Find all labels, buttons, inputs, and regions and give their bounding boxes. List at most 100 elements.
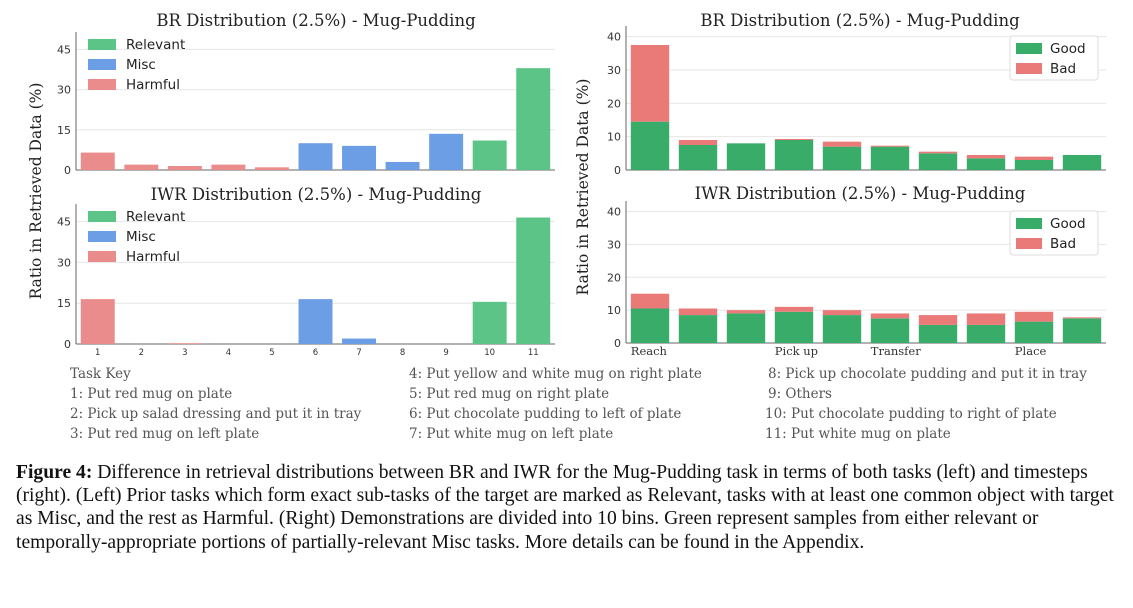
bar-bad-bin-4 (774, 139, 814, 140)
bar-task-7 (342, 338, 377, 344)
x-tick-label: 1 (95, 348, 100, 358)
legend-swatch-relevant (88, 39, 116, 50)
bar-good-bin-1 (630, 308, 670, 343)
bar-good-bin-6 (870, 318, 910, 343)
bar-good-bin-2 (678, 315, 718, 343)
bar-bad-bin-1 (630, 293, 670, 309)
bar-task-6 (298, 143, 333, 170)
bar-task-1 (80, 299, 115, 344)
x-tick-label: 11 (528, 348, 539, 358)
bar-task-6 (298, 299, 333, 344)
y-axis-label: Ratio in Retrieved Data (%) (27, 83, 45, 300)
bar-good-bin-4 (774, 311, 814, 343)
legend-label-harmful: Harmful (126, 77, 180, 93)
legend-swatch-relevant (88, 211, 116, 222)
legend-swatch-bad (1016, 63, 1042, 74)
phase-label-transfer: Transfer (871, 344, 921, 358)
bar-good-bin-2 (678, 145, 718, 170)
bar-good-bin-4 (774, 140, 814, 170)
caption-label: Figure 4: (16, 462, 93, 483)
legend-swatch-harmful (88, 251, 116, 262)
bar-good-bin-8 (966, 158, 1006, 170)
y-tick-label: 0 (614, 337, 621, 350)
bar-bad-bin-6 (870, 145, 910, 147)
y-tick-label: 15 (57, 297, 71, 310)
bar-task-10 (472, 301, 507, 344)
bar-task-1 (80, 152, 115, 170)
bar-good-bin-9 (1014, 160, 1054, 170)
x-tick-label: 6 (313, 348, 318, 358)
bar-bad-bin-1 (630, 45, 670, 122)
legend-swatch-misc (88, 231, 116, 242)
task-key-item-10: 10: Put chocolate pudding to right of pl… (765, 406, 1057, 422)
bar-bad-bin-6 (870, 313, 910, 319)
y-tick-label: 0 (64, 164, 71, 177)
y-tick-label: 20 (607, 271, 621, 284)
chart-title: BR Distribution (2.5%) - Mug-Pudding (700, 11, 1020, 30)
x-tick-label: 2 (139, 348, 144, 358)
y-tick-label: 30 (57, 256, 71, 269)
bar-bad-bin-7 (918, 315, 958, 325)
task-key-item-2: 2: Pick up salad dressing and put it in … (70, 406, 362, 422)
legend-swatch-misc (88, 59, 116, 70)
bar-good-bin-1 (630, 121, 670, 170)
bar-bad-bin-10 (1062, 317, 1102, 319)
legend-label-harmful: Harmful (126, 249, 180, 265)
task-key-item-4: 4: Put yellow and white mug on right pla… (409, 366, 702, 382)
bar-task-7 (342, 145, 377, 170)
y-tick-label: 30 (57, 84, 71, 97)
bar-good-bin-3 (726, 143, 766, 170)
bar-bad-bin-5 (822, 310, 862, 316)
y-tick-label: 40 (607, 206, 621, 219)
task-key-title: Task Key (70, 366, 131, 382)
legend-label-bad: Bad (1050, 61, 1076, 77)
bar-bad-bin-5 (822, 141, 862, 147)
phase-label-place: Place (1015, 344, 1047, 358)
bar-good-bin-7 (918, 324, 958, 343)
bar-bad-bin-9 (1014, 156, 1054, 160)
bar-good-bin-7 (918, 153, 958, 170)
legend-swatch-harmful (88, 79, 116, 90)
bar-task-11 (516, 68, 551, 170)
chart-title: BR Distribution (2.5%) - Mug-Pudding (156, 11, 476, 30)
bar-task-3 (167, 165, 202, 170)
x-tick-label: 8 (400, 348, 405, 358)
y-tick-label: 30 (607, 238, 621, 251)
x-tick-label: 5 (269, 348, 274, 358)
x-tick-label: 9 (443, 348, 448, 358)
chart-title: IWR Distribution (2.5%) - Mug-Pudding (151, 185, 482, 204)
bar-bad-bin-3 (726, 310, 766, 314)
bar-task-8 (385, 161, 420, 170)
bar-task-5 (254, 167, 289, 170)
legend-label-misc: Misc (126, 229, 156, 245)
bar-bad-bin-9 (1014, 311, 1054, 322)
bar-good-bin-10 (1062, 318, 1102, 343)
y-tick-label: 10 (607, 304, 621, 317)
x-tick-label: 7 (356, 348, 361, 358)
task-key-item-6: 6: Put chocolate pudding to left of plat… (409, 406, 682, 422)
task-key-item-1: 1: Put red mug on plate (70, 386, 233, 402)
bar-good-bin-10 (1062, 155, 1102, 170)
y-tick-label: 45 (57, 216, 71, 229)
bar-good-bin-8 (966, 324, 1006, 343)
bar-good-bin-5 (822, 146, 862, 170)
bar-task-10 (472, 140, 507, 170)
bar-task-3 (167, 343, 202, 344)
bar-bad-bin-2 (678, 308, 718, 316)
phase-label-pick-up: Pick up (775, 344, 818, 358)
y-tick-label: 10 (607, 131, 621, 144)
y-tick-label: 0 (64, 338, 71, 351)
y-tick-label: 15 (57, 124, 71, 137)
task-key-item-7: 7: Put white mug on left plate (409, 426, 614, 442)
y-tick-label: 20 (607, 97, 621, 110)
x-tick-label: 4 (226, 348, 231, 358)
legend-swatch-good (1016, 218, 1042, 229)
x-tick-label: 3 (182, 348, 187, 358)
legend-label-bad: Bad (1050, 236, 1076, 252)
bar-task-9 (429, 133, 464, 170)
legend-label-misc: Misc (126, 57, 156, 73)
task-key-item-9: 9: Others (768, 386, 832, 402)
task-key-item-11: 11: Put white mug on plate (765, 426, 951, 442)
task-key-item-3: 3: Put red mug on left plate (70, 426, 260, 442)
